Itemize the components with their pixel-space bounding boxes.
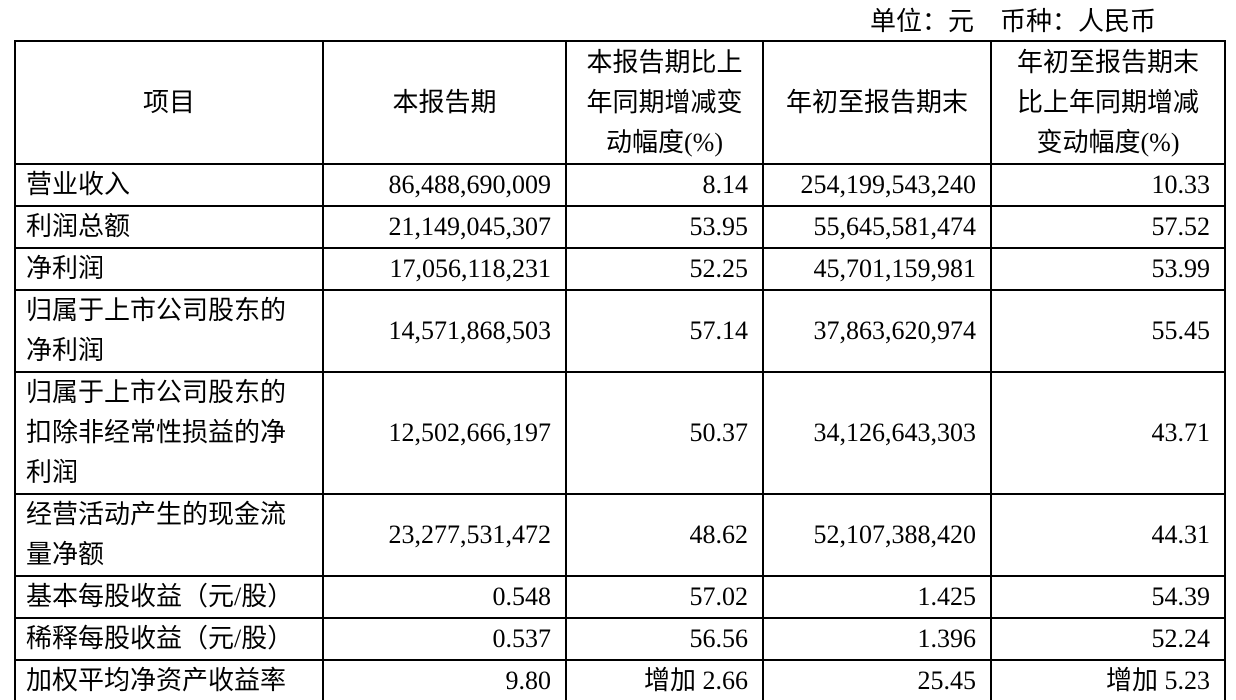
current-period-value: 23,277,531,472 [322,493,567,577]
row-label: 稀释每股收益（元/股） [14,617,324,661]
col-header-year-to-date: 年初至报告期末 [762,40,992,165]
ytd-value: 34,126,643,303 [762,371,992,495]
row-label: 利润总额 [14,205,324,249]
current-period-change: 57.14 [565,289,764,373]
ytd-change: 54.39 [990,575,1226,619]
ytd-value: 1.396 [762,617,992,661]
current-period-value: 12,502,666,197 [322,371,567,495]
current-period-change: 53.95 [565,205,764,249]
current-period-change: 48.62 [565,493,764,577]
unit-currency-note: 单位：元 币种：人民币 [869,7,1156,36]
table-row-net-profit-excluding-non-recurring-items: 归属于上市公司股东的 扣除非经常性损益的净 利润 12,502,666,197 … [14,371,1226,495]
ytd-value: 52,107,388,420 [762,493,992,577]
ytd-change: 10.33 [990,163,1226,207]
table-row-net-profit: 净利润 17,056,118,231 52.25 45,701,159,981 … [14,247,1226,291]
col-header-current-period-yoy-change: 本报告期比上 年同期增减变 动幅度(%) [565,40,764,165]
row-label: 归属于上市公司股东的 净利润 [14,289,324,373]
current-period-value: 9.80 [322,659,567,700]
row-label: 经营活动产生的现金流 量净额 [14,493,324,577]
table-row-net-cash-flow-from-operating-activities: 经营活动产生的现金流 量净额 23,277,531,472 48.62 52,1… [14,493,1226,577]
ytd-change: 55.45 [990,289,1226,373]
current-period-value: 14,571,868,503 [322,289,567,373]
current-period-value: 0.548 [322,575,567,619]
ytd-change: 53.99 [990,247,1226,291]
table-row-basic-eps: 基本每股收益（元/股） 0.548 57.02 1.425 54.39 [14,575,1226,619]
ytd-value: 45,701,159,981 [762,247,992,291]
current-period-value: 21,149,045,307 [322,205,567,249]
current-period-change: 8.14 [565,163,764,207]
row-label: 加权平均净资产收益率 [14,659,324,700]
ytd-value: 37,863,620,974 [762,289,992,373]
row-label: 营业收入 [14,163,324,207]
financial-summary-table: 项目 本报告期 本报告期比上 年同期增减变 动幅度(%) 年初至报告期末 年初至… [14,40,1226,700]
ytd-change: 43.71 [990,371,1226,495]
row-label: 净利润 [14,247,324,291]
current-period-change: 56.56 [565,617,764,661]
col-header-current-period: 本报告期 [322,40,567,165]
ytd-value: 25.45 [762,659,992,700]
col-header-ytd-yoy-change: 年初至报告期末 比上年同期增减 变动幅度(%) [990,40,1226,165]
table-row-diluted-eps: 稀释每股收益（元/股） 0.537 56.56 1.396 52.24 [14,617,1226,661]
ytd-change: 57.52 [990,205,1226,249]
ytd-value: 55,645,581,474 [762,205,992,249]
current-period-change: 增加 2.66 [565,659,764,700]
table-row-total-profit: 利润总额 21,149,045,307 53.95 55,645,581,474… [14,205,1226,249]
ytd-change: 增加 5.23 [990,659,1226,700]
table-row-net-profit-attributable-to-shareholders: 归属于上市公司股东的 净利润 14,571,868,503 57.14 37,8… [14,289,1226,373]
current-period-value: 0.537 [322,617,567,661]
ytd-change: 44.31 [990,493,1226,577]
ytd-change: 52.24 [990,617,1226,661]
table-row-weighted-average-roe: 加权平均净资产收益率 9.80 增加 2.66 25.45 增加 5.23 [14,659,1226,700]
current-period-change: 50.37 [565,371,764,495]
col-header-item: 项目 [14,40,324,165]
table-row-operating-revenue: 营业收入 86,488,690,009 8.14 254,199,543,240… [14,163,1226,207]
header-row: 项目 本报告期 本报告期比上 年同期增减变 动幅度(%) 年初至报告期末 年初至… [14,40,1226,165]
ytd-value: 254,199,543,240 [762,163,992,207]
current-period-value: 86,488,690,009 [322,163,567,207]
current-period-change: 52.25 [565,247,764,291]
row-label: 基本每股收益（元/股） [14,575,324,619]
row-label: 归属于上市公司股东的 扣除非经常性损益的净 利润 [14,371,324,495]
ytd-value: 1.425 [762,575,992,619]
current-period-change: 57.02 [565,575,764,619]
current-period-value: 17,056,118,231 [322,247,567,291]
